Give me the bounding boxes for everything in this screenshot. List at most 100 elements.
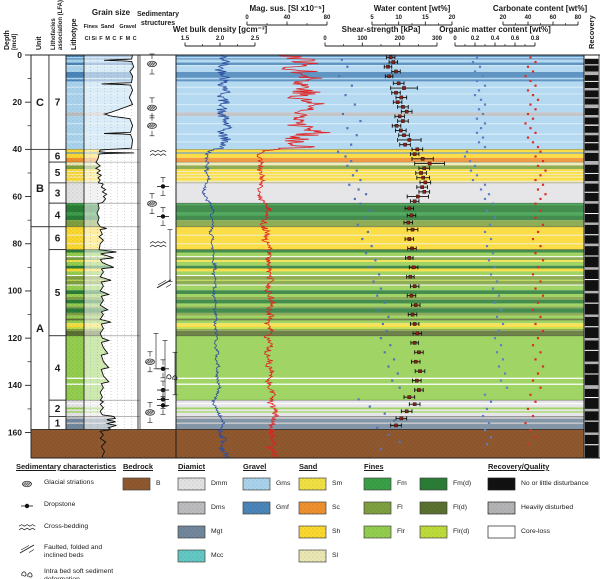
data-band (176, 416, 584, 419)
data-band (176, 124, 584, 134)
data-band (176, 177, 584, 181)
carbonate-point (531, 70, 535, 73)
legend-label-sl-line: Sl (332, 552, 339, 559)
water-point (411, 156, 434, 161)
organic-point (499, 308, 503, 311)
legend-label-sc-line: Sc (332, 504, 340, 511)
striation-line (147, 410, 152, 415)
legend-label-dms: Dms (211, 504, 225, 512)
organic-point (475, 79, 479, 83)
water-point (400, 409, 413, 414)
grainsize-band (84, 123, 138, 125)
data-band (176, 296, 584, 300)
grainsize-group-sand: Sand (100, 24, 115, 30)
carbonate-point (536, 98, 540, 101)
dropstone-dot (160, 214, 166, 219)
grainsize-band (84, 116, 138, 124)
carbonate-point (534, 178, 537, 182)
grainsize-band (84, 105, 138, 113)
data-band (176, 335, 584, 378)
legend-label-deformation-line: Intra bed soft sediment (44, 568, 114, 575)
shear-point (379, 337, 383, 340)
unit-label: C (36, 97, 44, 109)
water-point (395, 416, 408, 421)
water-square (412, 322, 417, 326)
organic-point (481, 112, 485, 116)
organic-point (485, 443, 489, 446)
legend-swatch-mcc-texture (178, 550, 205, 562)
recovery-good (584, 256, 599, 268)
striation-line (149, 123, 154, 128)
shear-point (376, 426, 379, 429)
shear-point (351, 174, 355, 177)
recovery-column-header: Recovery (587, 15, 596, 49)
legend-label-fm: Fm (397, 480, 407, 488)
carbonate-point (536, 372, 540, 375)
organic-point (483, 230, 487, 234)
axis-tick-label-organic: 0.8 (531, 36, 540, 42)
fault-line (28, 549, 35, 553)
axis-tick-label-shear: 300 (432, 36, 443, 42)
carbonate-point (544, 193, 547, 196)
data-band (176, 320, 584, 324)
water-square (412, 199, 417, 204)
legend-label-sm-line: Sm (332, 480, 343, 487)
shear-point (374, 259, 377, 262)
dropstone-dot (24, 503, 30, 509)
recovery-good (584, 183, 599, 192)
water-square (422, 166, 427, 171)
legend-label-fmd-line: Fm(d) (453, 480, 472, 487)
organic-point (497, 365, 501, 368)
axis-tick-label-shear: 200 (395, 36, 406, 42)
organic-point (493, 301, 497, 304)
carbonate-point (529, 79, 532, 83)
legend-label-flr: Flr (397, 528, 405, 536)
shear-point (392, 419, 396, 422)
carbonate-point (531, 117, 535, 120)
data-band (176, 182, 584, 204)
water-square (409, 213, 414, 218)
water-point (412, 378, 422, 383)
water-square (394, 90, 398, 95)
water-point (391, 123, 402, 128)
carbonate-point (534, 400, 537, 403)
data-band (176, 268, 584, 272)
recovery-coreloss (584, 444, 599, 446)
recovery-good (584, 125, 599, 133)
water-point (404, 206, 415, 211)
organic-point (493, 337, 497, 340)
recovery-good (584, 235, 599, 244)
carbonate-point (541, 160, 545, 163)
shear-point (340, 58, 343, 61)
carbonate-point (539, 315, 542, 319)
organic-point (485, 245, 489, 248)
track-title-shear: Shear-strength [kPa] (341, 25, 421, 34)
water-square (394, 69, 398, 74)
axis-tick-label-water: 10 (395, 15, 402, 21)
water-square (404, 409, 409, 414)
structure-symbol-dropstone (157, 396, 169, 415)
legend-label-striation-line: Glacial striations (44, 479, 94, 486)
data-band (176, 244, 584, 250)
carbonate-point (539, 209, 542, 212)
recovery-good (584, 98, 599, 105)
recovery-coreloss (584, 213, 599, 215)
shear-point (344, 94, 347, 97)
water-square (422, 190, 427, 194)
striation-line (24, 482, 29, 486)
dropstone-dot (160, 184, 166, 189)
carbonate-point (529, 393, 532, 396)
data-band (176, 271, 584, 276)
data-band (176, 71, 584, 78)
data-band (176, 327, 584, 329)
water-square (417, 350, 421, 355)
recovery-good (584, 135, 599, 143)
grainsize-band (84, 77, 138, 80)
shear-point (370, 245, 373, 248)
legend-label-mcc: Mcc (211, 552, 223, 560)
axis-tick-label-carbonate: 80 (575, 15, 582, 21)
recovery-good (584, 58, 599, 65)
depth-tick-label: 100 (8, 286, 22, 296)
grainsize-band (84, 265, 138, 269)
carbonate-point (539, 174, 542, 177)
